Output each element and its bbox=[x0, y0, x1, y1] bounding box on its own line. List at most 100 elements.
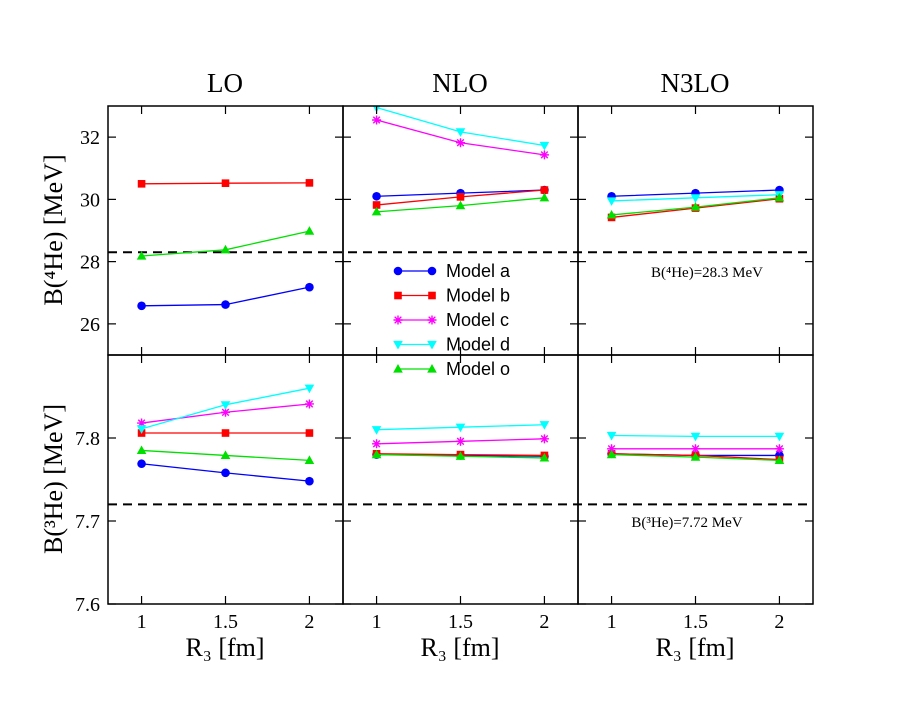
data-point-he4-lo-model-a-1 bbox=[221, 300, 230, 309]
data-point-he4-lo-model-o-0 bbox=[136, 251, 147, 260]
data-point-he4-n3lo-model-o-2 bbox=[774, 192, 785, 202]
data-point-he4-n3lo-model-d-0 bbox=[606, 197, 617, 206]
data-point-he3-n3lo-model-d-1 bbox=[690, 432, 701, 442]
data-point-he4-nlo-model-a-0 bbox=[372, 191, 381, 201]
data-point-he4-lo-model-a-0 bbox=[137, 301, 146, 311]
data-point-he3-n3lo-model-c-2 bbox=[774, 444, 784, 454]
panel-frame-he3-n3lo bbox=[577, 354, 814, 605]
data-point-he3-nlo-model-d-1 bbox=[455, 423, 466, 433]
y-tick-label-he3-0: 7.6 bbox=[75, 594, 100, 616]
data-point-he3-lo-model-d-2 bbox=[304, 384, 315, 394]
legend-label-model-d: Model d bbox=[446, 335, 510, 355]
data-point-he4-nlo-model-c-0 bbox=[372, 115, 382, 125]
panel-he3-nlo bbox=[371, 421, 550, 462]
data-point-he3-nlo-model-c-1 bbox=[456, 436, 465, 446]
data-point-he3-lo-model-b-1 bbox=[221, 429, 230, 437]
x-axis-label-n3lo: R₃ [fm] bbox=[655, 633, 734, 662]
legend-label-model-c: Model c bbox=[446, 310, 509, 330]
panel-frame-he4-n3lo bbox=[577, 105, 814, 356]
data-point-he4-nlo-model-c-2 bbox=[539, 150, 549, 160]
data-point-he4-lo-model-b-0 bbox=[137, 180, 146, 188]
data-point-he3-lo-model-d-1 bbox=[220, 401, 231, 410]
reference-annotation-he3: B(³He)=7.72 MeV bbox=[631, 515, 742, 531]
data-point-he3-lo-model-b-2 bbox=[305, 429, 314, 437]
data-point-he3-n3lo-model-d-0 bbox=[606, 431, 617, 441]
data-point-he4-nlo-model-c-1 bbox=[456, 138, 465, 148]
data-point-he4-nlo-model-b-0 bbox=[372, 201, 381, 209]
y-axis-label-he4: B(⁴He) [MeV] bbox=[39, 154, 68, 305]
legend-marker-end-model-o bbox=[427, 364, 437, 373]
x-tick-label-n3lo-1: 1.5 bbox=[683, 611, 708, 633]
y-tick-label-he4-3: 32 bbox=[80, 127, 100, 149]
plot-layer: 26 28 30 32 7.6 7.7 7.8 1 1 1 1.5 1.5 1.5 2 2 2 bbox=[75, 105, 814, 633]
data-point-he4-n3lo-model-o-1 bbox=[690, 202, 701, 211]
y-tick-label-he3-2: 7.8 bbox=[75, 428, 100, 450]
legend-label-model-b: Model b bbox=[446, 286, 510, 306]
x-tick-label-lo-1: 1.5 bbox=[213, 611, 238, 633]
legend-item-model-b: Model b bbox=[394, 286, 510, 306]
x-tick-label-n3lo-0: 1 bbox=[607, 611, 617, 633]
data-point-he3-nlo-model-d-0 bbox=[371, 426, 382, 435]
data-point-he3-n3lo-model-d-2 bbox=[774, 432, 785, 442]
legend-item-model-a: Model a bbox=[393, 261, 511, 281]
data-point-he4-n3lo-model-o-0 bbox=[606, 209, 617, 219]
data-point-he3-lo-model-c-0 bbox=[137, 418, 147, 428]
legend-label-model-o: Model o bbox=[446, 359, 510, 379]
y-tick-label-he4-0: 26 bbox=[80, 314, 100, 336]
legend-marker-start-model-b bbox=[394, 291, 402, 300]
data-point-he3-n3lo-model-o-2 bbox=[774, 455, 785, 465]
legend-item-model-o: Model o bbox=[393, 359, 510, 379]
legend-item-model-d: Model d bbox=[393, 335, 510, 355]
x-axis-label-nlo: R₃ [fm] bbox=[420, 633, 499, 662]
x-tick-label-n3lo-2: 2 bbox=[774, 611, 784, 633]
data-point-he4-nlo-model-d-1 bbox=[455, 128, 466, 137]
data-point-he3-lo-model-o-1 bbox=[220, 450, 231, 460]
legend-marker-start-model-c bbox=[393, 315, 403, 325]
panel-he4-nlo bbox=[371, 106, 550, 216]
column-title-lo: LO bbox=[207, 68, 243, 98]
reference-annotation-he4: B(⁴He)=28.3 MeV bbox=[651, 265, 763, 281]
panel-he3-n3lo bbox=[606, 431, 785, 465]
data-point-he3-nlo-model-d-2 bbox=[539, 421, 550, 430]
data-point-he3-lo-model-o-2 bbox=[304, 455, 315, 465]
legend-label-model-a: Model a bbox=[446, 261, 511, 281]
data-point-he3-lo-model-c-2 bbox=[304, 399, 314, 409]
data-point-he4-lo-model-b-1 bbox=[221, 179, 230, 187]
x-axis-label-lo: R₃ [fm] bbox=[185, 633, 264, 662]
legend-marker-end-model-a bbox=[427, 266, 437, 276]
legend-marker-end-model-d bbox=[427, 340, 437, 350]
data-point-he3-lo-model-a-0 bbox=[137, 459, 146, 469]
data-point-he3-nlo-model-o-2 bbox=[539, 452, 550, 462]
legend: Model a Model b Model c Model d Model o bbox=[393, 261, 511, 379]
x-tick-label-lo-0: 1 bbox=[137, 611, 147, 633]
series-line-he4-nlo-model-c bbox=[376, 119, 545, 156]
y-tick-label-he4-2: 30 bbox=[80, 189, 100, 211]
x-tick-label-nlo-0: 1 bbox=[372, 611, 382, 633]
data-point-he4-lo-model-o-1 bbox=[220, 244, 231, 254]
column-title-nlo: NLO bbox=[432, 68, 488, 98]
data-point-he3-nlo-model-o-0 bbox=[371, 449, 382, 459]
data-point-he3-nlo-model-c-2 bbox=[539, 434, 549, 444]
data-point-he3-n3lo-model-c-1 bbox=[691, 444, 700, 454]
x-tick-label-nlo-1: 1.5 bbox=[448, 611, 473, 633]
data-point-he4-lo-model-o-2 bbox=[304, 226, 315, 235]
data-point-he4-nlo-model-b-1 bbox=[456, 193, 465, 201]
data-point-he4-nlo-model-o-1 bbox=[455, 200, 466, 210]
data-point-he4-lo-model-b-2 bbox=[305, 179, 314, 187]
data-point-he3-lo-model-c-1 bbox=[221, 407, 230, 417]
panel-he3-lo bbox=[136, 384, 315, 486]
data-point-he3-nlo-model-c-0 bbox=[372, 439, 382, 449]
legend-marker-start-model-d bbox=[393, 340, 403, 350]
x-tick-label-nlo-2: 2 bbox=[539, 611, 549, 633]
data-point-he3-n3lo-model-c-0 bbox=[607, 444, 617, 454]
data-point-he3-lo-model-o-0 bbox=[136, 445, 147, 455]
data-point-he3-lo-model-a-1 bbox=[221, 468, 230, 478]
data-point-he3-n3lo-model-o-1 bbox=[690, 452, 701, 461]
data-point-he3-lo-model-d-0 bbox=[136, 425, 147, 434]
column-title-n3lo: N3LO bbox=[661, 68, 730, 98]
legend-marker-end-model-c bbox=[427, 315, 437, 325]
data-point-he4-nlo-model-d-2 bbox=[539, 141, 550, 151]
data-point-he3-lo-model-a-2 bbox=[305, 476, 314, 486]
data-point-he4-nlo-model-o-2 bbox=[539, 192, 550, 202]
